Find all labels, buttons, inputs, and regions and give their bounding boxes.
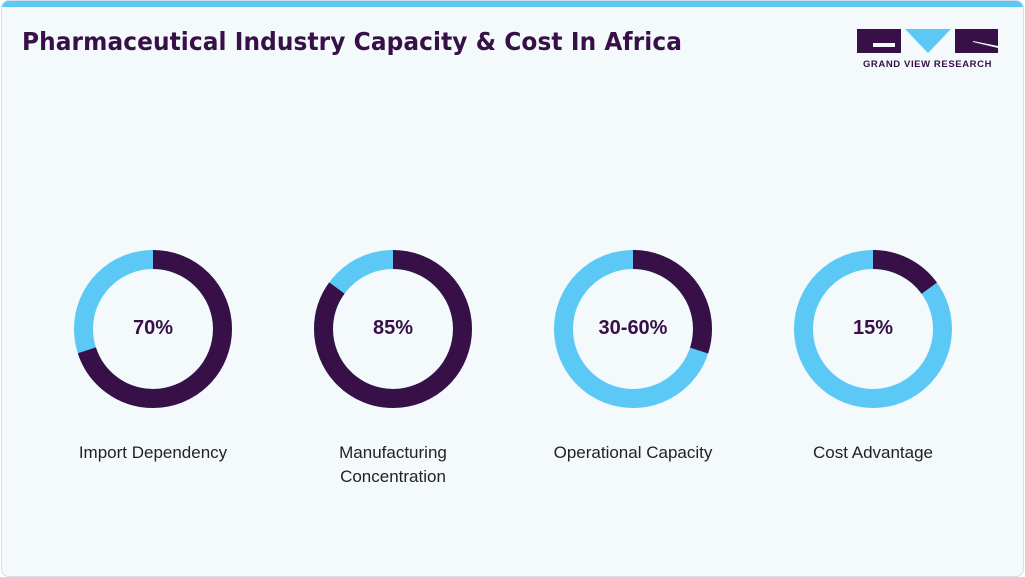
donut-value-segment bbox=[74, 250, 232, 408]
donut-category-label: Import Dependency bbox=[78, 443, 228, 462]
donut-value-label: 30-60% bbox=[598, 317, 668, 339]
gvr-logo: GRAND VIEW RESEARCH bbox=[855, 29, 1000, 74]
logo-text: GRAND VIEW RESEARCH bbox=[862, 59, 993, 70]
donut-value-segment bbox=[314, 250, 472, 408]
page-title: Pharmaceutical Industry Capacity & Cost … bbox=[22, 27, 682, 56]
donut-3 bbox=[794, 250, 952, 408]
donut-category-label: Operational Capacity bbox=[553, 443, 713, 462]
donut-category-label: Manufacturing Concentration bbox=[339, 443, 447, 486]
donut-category-label: Cost Advantage bbox=[812, 443, 934, 462]
donut-2 bbox=[554, 250, 712, 408]
donut-1 bbox=[314, 250, 472, 408]
logo-mark-icon bbox=[857, 29, 998, 53]
donut-0 bbox=[74, 250, 232, 408]
donut-value-segment bbox=[554, 250, 712, 408]
top-accent-bar bbox=[2, 1, 1023, 7]
donut-value-label: 85% bbox=[372, 317, 414, 339]
donut-value-segment bbox=[794, 250, 952, 408]
donut-value-label: 70% bbox=[132, 317, 174, 339]
donut-value-label: 15% bbox=[852, 317, 894, 339]
